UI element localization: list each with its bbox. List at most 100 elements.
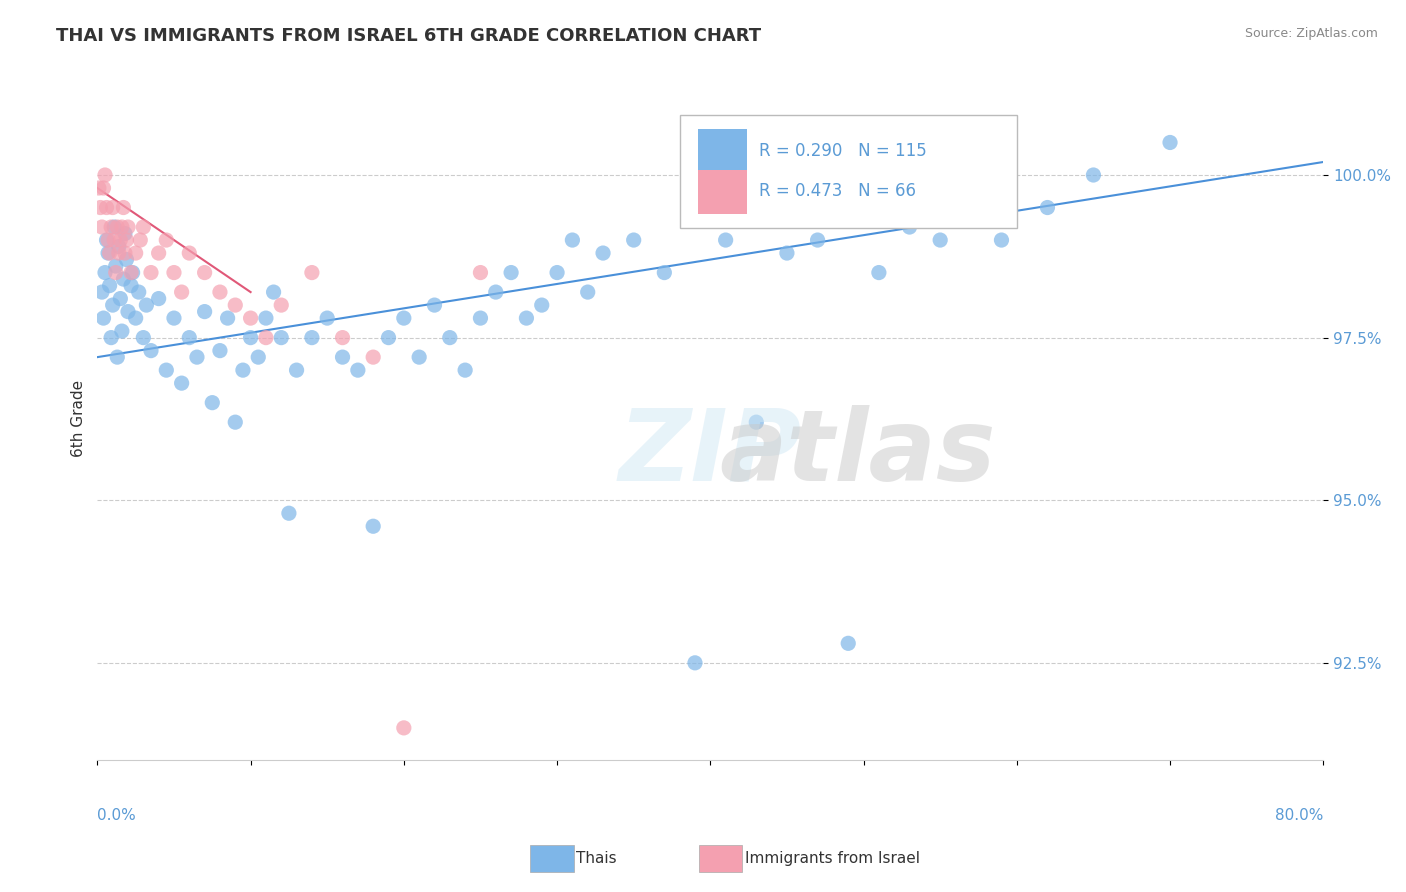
Y-axis label: 6th Grade: 6th Grade (72, 380, 86, 458)
Text: R = 0.473   N = 66: R = 0.473 N = 66 (759, 183, 917, 201)
Text: THAI VS IMMIGRANTS FROM ISRAEL 6TH GRADE CORRELATION CHART: THAI VS IMMIGRANTS FROM ISRAEL 6TH GRADE… (56, 27, 762, 45)
Point (501, 266, 523, 280)
Point (98, 278, 121, 293)
Text: R = 0.290   N = 115: R = 0.290 N = 115 (759, 142, 927, 160)
Text: ZIP: ZIP (619, 405, 801, 501)
Point (254, 311, 277, 326)
Point (990, 233, 1012, 247)
Point (110, 233, 132, 247)
Point (111, 324, 134, 338)
Point (103, 220, 125, 235)
Text: Source: ZipAtlas.com: Source: ZipAtlas.com (1244, 27, 1378, 40)
Point (163, 266, 186, 280)
Point (806, 233, 828, 247)
Point (98, 246, 121, 260)
Point (97, 246, 120, 260)
Point (96, 233, 118, 247)
Point (423, 298, 446, 312)
Point (929, 233, 952, 247)
Point (179, 330, 201, 344)
Point (683, 656, 706, 670)
Point (623, 233, 645, 247)
Point (114, 246, 136, 260)
Point (100, 330, 122, 344)
Point (270, 298, 292, 312)
Point (97, 233, 120, 247)
Point (898, 220, 921, 235)
Point (1083, 168, 1105, 182)
Point (201, 395, 224, 409)
Point (101, 201, 124, 215)
Point (239, 311, 262, 326)
Point (208, 343, 231, 358)
Point (124, 311, 146, 326)
Point (470, 311, 492, 326)
Point (120, 266, 142, 280)
Point (110, 292, 132, 306)
Point (224, 415, 246, 429)
Point (186, 350, 208, 364)
Point (263, 285, 285, 299)
Point (115, 252, 138, 267)
Point (93, 311, 115, 326)
Point (277, 506, 299, 520)
Point (392, 311, 415, 326)
Point (112, 272, 135, 286)
Point (194, 304, 217, 318)
Point (301, 330, 323, 344)
Point (239, 330, 262, 344)
Point (117, 220, 139, 235)
Point (91, 220, 114, 235)
FancyBboxPatch shape (679, 115, 1017, 227)
Point (96, 201, 118, 215)
Point (868, 266, 890, 280)
Point (139, 343, 162, 358)
Point (104, 259, 127, 273)
Point (179, 246, 201, 260)
Point (111, 220, 134, 235)
Point (107, 246, 129, 260)
Point (347, 363, 370, 377)
Point (104, 266, 127, 280)
Point (485, 285, 508, 299)
Point (454, 363, 477, 377)
Point (155, 363, 177, 377)
Point (132, 220, 155, 235)
Point (361, 519, 384, 533)
Point (361, 350, 384, 364)
Point (121, 266, 143, 280)
Point (105, 350, 128, 364)
Point (170, 376, 193, 391)
Point (194, 266, 217, 280)
Point (128, 285, 150, 299)
Point (155, 233, 177, 247)
Point (959, 201, 981, 215)
Point (208, 285, 231, 299)
Point (714, 233, 737, 247)
Point (776, 246, 799, 260)
Point (592, 246, 614, 260)
Point (100, 220, 122, 235)
Point (576, 285, 599, 299)
Point (837, 636, 859, 650)
Point (107, 239, 129, 253)
Point (94, 168, 117, 182)
Point (87, 181, 110, 195)
Point (91, 285, 114, 299)
Point (132, 330, 155, 344)
Point (101, 298, 124, 312)
Point (129, 233, 152, 247)
FancyBboxPatch shape (697, 128, 747, 173)
Point (1036, 201, 1059, 215)
Point (139, 266, 162, 280)
Point (439, 330, 461, 344)
Text: Thais: Thais (576, 852, 617, 866)
Point (561, 233, 583, 247)
Point (332, 330, 354, 344)
Point (332, 350, 354, 364)
Point (232, 363, 254, 377)
Point (285, 363, 308, 377)
Text: 0.0%: 0.0% (97, 808, 136, 823)
Point (224, 298, 246, 312)
Text: Immigrants from Israel: Immigrants from Israel (745, 852, 920, 866)
